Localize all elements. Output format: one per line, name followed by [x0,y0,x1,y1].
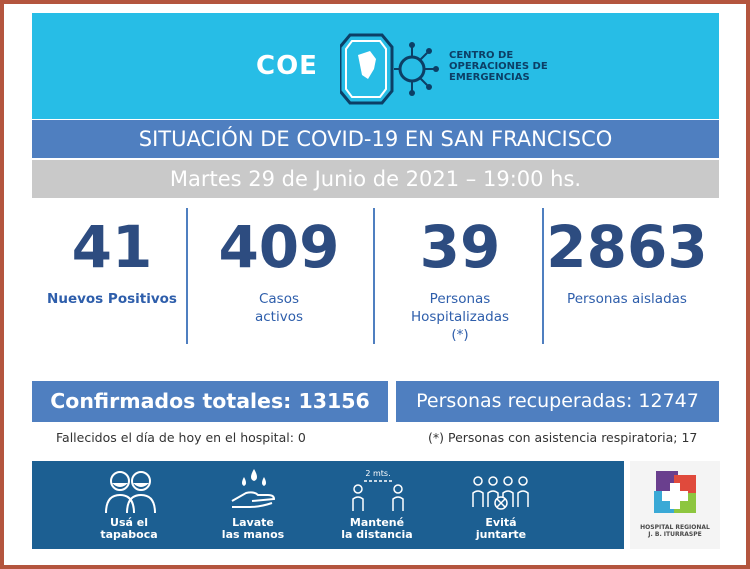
distance-label: 2 mts. [365,469,390,478]
org-line-1: CENTRO DE [449,50,514,61]
tip-line-2: tapaboca [100,528,158,541]
stat-divider [542,208,544,344]
stat-divider [186,208,188,344]
respiratory-note: (*) Personas con asistencia respiratoria… [428,430,698,445]
prevention-tips: Usá el tapaboca Lavate las manos 2 mts. [32,461,624,549]
stat-label-line-3: (*) [451,327,469,343]
deceased-note: Fallecidos el día de hoy en el hospital:… [56,430,306,445]
tip-mask: Usá el tapaboca [74,461,184,549]
virus-map-icon [340,33,439,105]
hospital-name-line-1: HOSPITAL REGIONAL [640,524,710,531]
face-mask-icon [105,471,156,514]
tip-line-1: Mantené [349,516,405,529]
stat-label-line-2: activos [254,309,304,325]
tip-distance: 2 mts. Mantené la distancia [322,461,432,549]
stat-label-line-1: Casos [258,291,300,307]
org-line-2: OPERACIONES DE [449,61,548,72]
stat-label: Nuevos Positivos [47,291,177,307]
stat-value: 39 [419,213,501,281]
hand-wash-icon [231,469,276,508]
coe-logo: COE CENTRO DE OPERACIONES DE [256,33,576,105]
no-crowd-icon [472,476,529,510]
stat-isolated: 2863 Personas aisladas [546,204,708,308]
tip-wash-hands: Lavate las manos [198,461,308,549]
page-title: SITUACIÓN DE COVID-19 EN SAN FRANCISCO [32,120,719,158]
stat-label: Personas aisladas [567,291,687,307]
stat-new-positives: 41 Nuevos Positivos [40,204,184,308]
tip-line-1: Evitá [485,516,517,529]
report-date: Martes 29 de Junio de 2021 – 19:00 hs. [32,160,719,198]
tip-line-2: juntarte [475,528,527,541]
coe-logo-text: COE [256,51,318,81]
header-banner: COE CENTRO DE OPERACIONES DE [32,13,719,119]
stat-value: 41 [71,213,153,281]
stat-value: 2863 [546,213,708,281]
hospital-name-line-2: J. B. ITURRASPE [648,531,702,538]
coe-org-name: CENTRO DE OPERACIONES DE EMERGENCIAS [449,50,599,83]
confirmed-total: Confirmados totales: 13156 [32,381,388,422]
distance-icon: 2 mts. [352,469,404,511]
hospital-cross-icon [654,471,696,513]
tip-no-crowds: Evitá juntarte [446,461,556,549]
stat-hospitalized: 39 Personas Hospitalizadas (*) [380,204,540,344]
recovered-total: Personas recuperadas: 12747 [396,381,719,422]
tip-line-1: Lavate [232,516,274,529]
stat-label-line-1: Personas [429,291,491,307]
tip-line-2: la distancia [341,528,413,541]
org-line-3: EMERGENCIAS [449,72,530,83]
stat-value: 409 [218,213,340,281]
stat-label-line-2: Hospitalizadas [410,309,510,325]
tip-line-2: las manos [221,528,285,541]
tip-line-1: Usá el [110,516,148,529]
hospital-logo: HOSPITAL REGIONAL J. B. ITURRASPE [630,461,720,549]
stat-active-cases: 409 Casos activos [194,204,364,326]
stat-divider [373,208,375,344]
